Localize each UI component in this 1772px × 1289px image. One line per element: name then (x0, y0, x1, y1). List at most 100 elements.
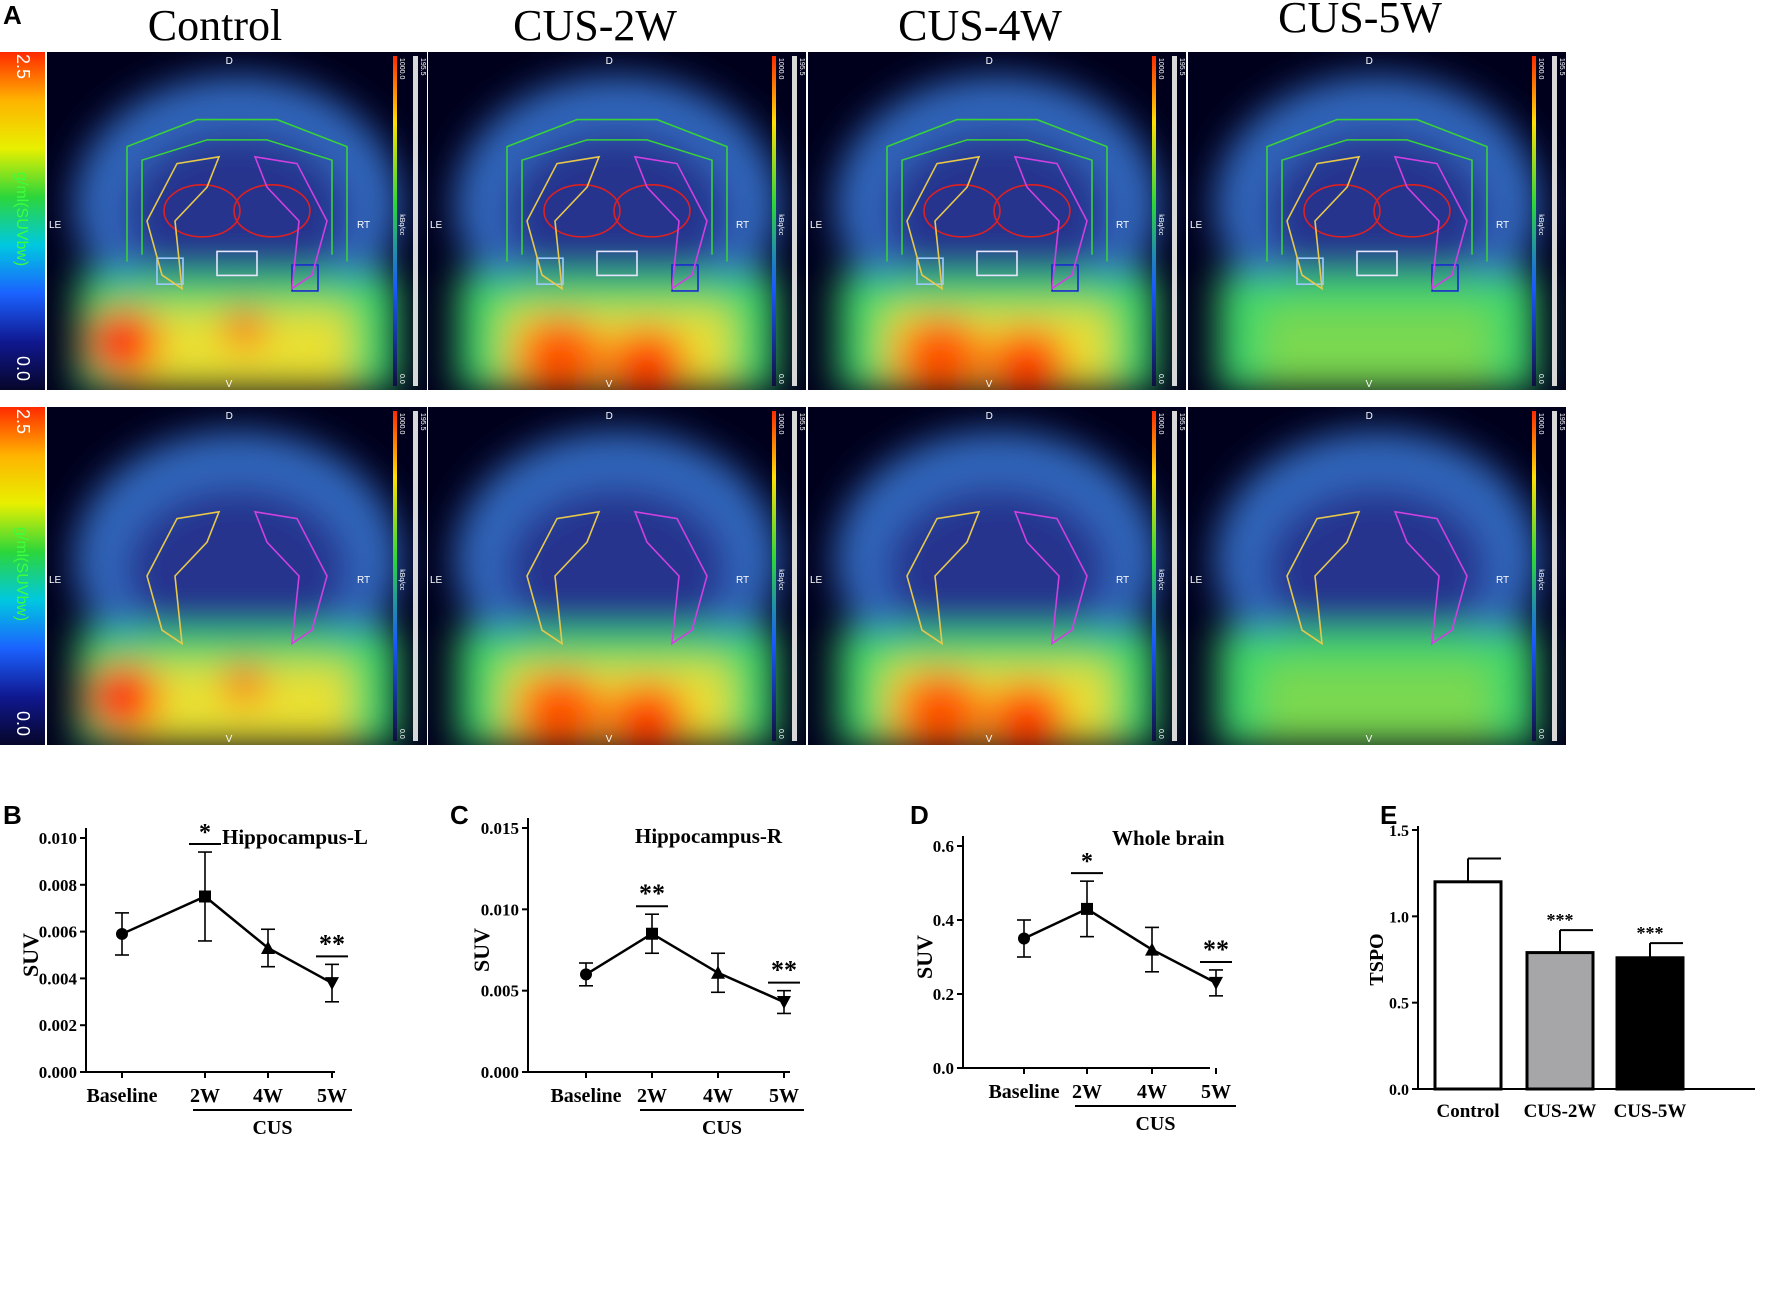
column-title-cus-2w: CUS-2W (513, 1, 677, 50)
pet-scan-cus-5w-row-1: D V LE RT 1000.0 195.5 kBq/cc 0.0 (1188, 52, 1566, 390)
marker-dorsal: D (606, 411, 613, 422)
scale-max-2: 195.5 (798, 413, 805, 431)
panel-label-a: A (3, 0, 22, 30)
y-axis-label: TSPO (1366, 933, 1388, 985)
y-tick-label: 0.2 (933, 985, 954, 1004)
significance-label: * (199, 820, 211, 846)
scale-max-2: 195.5 (419, 58, 426, 76)
y-axis-label: SUV (469, 928, 494, 972)
y-tick-label: 0.000 (39, 1063, 77, 1082)
scale-min: 0.0 (398, 729, 405, 739)
y-tick-label: 0.4 (933, 911, 955, 930)
marker-ventral: V (226, 379, 233, 390)
marker-ventral: V (226, 734, 233, 745)
suv-colorbar-label: g/ml(SUVbw) (13, 172, 30, 267)
scale-max: 1000.0 (777, 413, 784, 435)
data-point (1081, 902, 1093, 915)
marker-right: RT (357, 220, 370, 231)
y-tick-label: 1.5 (1389, 823, 1409, 840)
scale-min: 0.0 (1157, 374, 1164, 384)
scale-max: 1000.0 (1157, 58, 1164, 80)
data-point (116, 927, 128, 940)
marker-left: LE (810, 575, 823, 586)
marker-left: LE (1190, 220, 1203, 231)
y-tick-label: 0.005 (481, 982, 519, 1001)
y-tick-label: 0.000 (481, 1063, 519, 1082)
marker-right: RT (1496, 220, 1509, 231)
scale-max: 1000.0 (398, 58, 405, 80)
marker-right: RT (357, 575, 370, 586)
chart-hippocampus-left: 0.000 0.002 0.004 0.006 0.008 0.010 Baseline 2W… (18, 820, 368, 1139)
marker-right: RT (1116, 575, 1129, 586)
x-tick-label: 5W (317, 1085, 347, 1107)
y-tick-label: 0.002 (39, 1016, 77, 1035)
data-point (646, 927, 658, 940)
y-tick-label: 0.010 (39, 829, 77, 848)
x-tick-label: 4W (1137, 1081, 1167, 1103)
y-tick-label: 0.0 (933, 1059, 954, 1078)
scale-unit: kBq/cc (398, 569, 405, 591)
marker-dorsal: D (226, 56, 233, 67)
y-tick-label: 0.0 (1389, 1082, 1409, 1099)
pet-scan-control-row-2: D V LE RT 1000.0 195.5 kBq/cc 0.0 (47, 407, 427, 745)
scale-max: 1000.0 (1537, 58, 1544, 80)
marker-ventral: V (1366, 734, 1373, 745)
data-point (199, 890, 211, 903)
marker-left: LE (49, 575, 62, 586)
pet-scan-cus-5w-row-2: D V LE RT 1000.0 195.5 kBq/cc 0.0 (1188, 407, 1566, 745)
scale-max: 1000.0 (1157, 413, 1164, 435)
suv-colorbar-row-2 (0, 407, 45, 745)
data-point (261, 940, 275, 954)
scale-unit: kBq/cc (398, 214, 405, 236)
scale-unit: kBq/cc (1537, 214, 1544, 236)
chart-tspo: 0.0 0.5 1.0 1.5 TSPO Control CUS-2W CUS-5W *** **… (1366, 823, 1755, 1122)
panel-label-b: B (3, 800, 22, 830)
scale-max-2: 195.5 (1178, 413, 1185, 431)
suv-colorbar-max: 2.5 (13, 54, 33, 80)
significance-label: ** (771, 956, 797, 985)
marker-left: LE (810, 220, 823, 231)
marker-ventral: V (986, 734, 993, 745)
marker-ventral: V (986, 379, 993, 390)
significance-label: ** (639, 879, 665, 908)
marker-right: RT (736, 220, 749, 231)
group-label: CUS (1135, 1113, 1175, 1135)
group-label: CUS (702, 1117, 742, 1139)
pet-scan-cus-4w-row-2: D V LE RT 1000.0 195.5 kBq/cc 0.0 (808, 407, 1186, 745)
data-point (711, 965, 725, 979)
data-point (580, 968, 592, 981)
series-line (585, 932, 785, 1004)
data-point (1209, 976, 1223, 990)
x-tick-label: 4W (703, 1085, 733, 1107)
marker-dorsal: D (986, 411, 993, 422)
data-point (1018, 932, 1030, 945)
scale-min: 0.0 (1157, 729, 1164, 739)
scale-max-2: 195.5 (1558, 413, 1565, 431)
scale-unit: kBq/cc (777, 569, 784, 591)
bar (1615, 956, 1685, 1091)
panel-label-c: C (450, 800, 469, 830)
x-tick-label: Baseline (988, 1081, 1059, 1103)
scale-max-2: 195.5 (1558, 58, 1565, 76)
scale-unit: kBq/cc (1537, 569, 1544, 591)
y-tick-label: 0.008 (39, 876, 77, 895)
x-tick-label: 4W (253, 1085, 283, 1107)
y-tick-label: 0.004 (39, 969, 78, 988)
y-axis-label: SUV (18, 933, 43, 977)
marker-left: LE (49, 220, 62, 231)
suv-colorbar-row-1 (0, 52, 45, 390)
significance-label: * (1081, 849, 1093, 875)
scale-max: 1000.0 (398, 413, 405, 435)
x-tick-label: Control (1437, 1101, 1500, 1122)
marker-dorsal: D (1366, 411, 1373, 422)
data-point (325, 977, 339, 991)
suv-colorbar-label: g/ml(SUVbw) (13, 527, 30, 622)
chart-title: Hippocampus-R (635, 824, 783, 848)
pet-scan-cus-2w-row-1: D V LE RT 1000.0 195.5 kBq/cc 0.0 (428, 52, 806, 390)
scale-min: 0.0 (1537, 374, 1544, 384)
x-tick-label: CUS-2W (1524, 1101, 1597, 1122)
scale-max: 1000.0 (1537, 413, 1544, 435)
panel-label-e: E (1380, 800, 1398, 830)
marker-dorsal: D (1366, 56, 1373, 67)
scale-min: 0.0 (398, 374, 405, 384)
